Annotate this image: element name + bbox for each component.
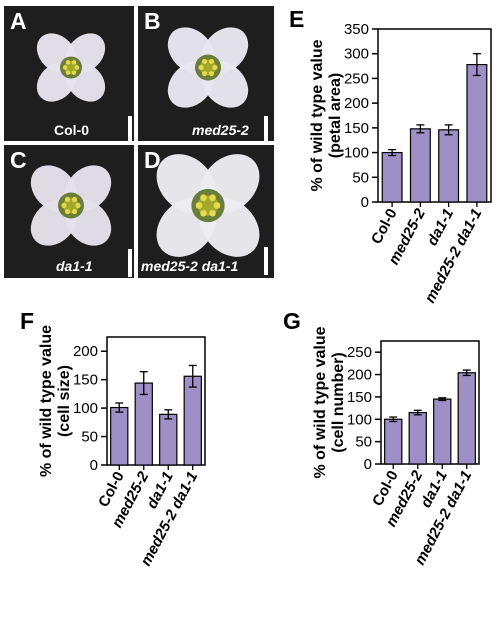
y-tick-label: 200 xyxy=(73,343,98,360)
anther xyxy=(71,70,77,75)
y-tick-label: 100 xyxy=(73,400,98,417)
anther xyxy=(62,65,68,70)
panel-letter-d: D xyxy=(144,147,161,173)
anther xyxy=(75,202,81,209)
anther xyxy=(208,70,215,77)
y-tick-label: 150 xyxy=(347,389,372,406)
y-tick-label: 250 xyxy=(347,344,372,361)
genotype-label-a: Col-0 xyxy=(54,122,89,138)
y-tick-label: 150 xyxy=(73,372,98,389)
y-tick-label: 300 xyxy=(344,46,369,63)
panel-letter-g: G xyxy=(283,308,301,334)
anther xyxy=(201,70,208,77)
bar xyxy=(433,398,452,465)
panel-letter-a: A xyxy=(10,8,27,34)
y-tick-label: 50 xyxy=(355,434,372,451)
bar xyxy=(408,411,427,465)
y-tick-label: 200 xyxy=(347,367,372,384)
photo-panel-b: B med25-2 xyxy=(138,6,274,141)
flower xyxy=(36,33,106,102)
anther xyxy=(200,194,207,202)
anther xyxy=(64,208,71,215)
scale-bar-d xyxy=(264,247,268,275)
y-tick-label: 250 xyxy=(344,70,369,87)
photo-panel-c: C da1-1 xyxy=(4,145,134,278)
anther xyxy=(74,65,80,70)
anther xyxy=(209,194,216,202)
y-tick-label: 50 xyxy=(81,429,98,446)
anther xyxy=(65,60,71,65)
y-tick-label: 0 xyxy=(361,194,369,211)
anther xyxy=(65,70,71,75)
y-tick-label: 0 xyxy=(364,456,372,473)
y-axis-label: % of wild type value xyxy=(309,39,326,191)
y-tick-label: 0 xyxy=(90,457,98,474)
genotype-label-d: med25-2 da1-1 xyxy=(141,258,239,274)
photo-panel-a: A Col-0 xyxy=(4,6,134,141)
y-tick-label: 350 xyxy=(344,21,369,38)
y-axis-label: % of wild type value xyxy=(312,326,329,478)
flower-photo-d xyxy=(156,154,260,257)
y-axis-label: (cell number) xyxy=(330,352,347,452)
scale-bar-c xyxy=(128,249,132,277)
y-tick-label: 50 xyxy=(352,169,369,186)
y-tick-label: 100 xyxy=(347,411,372,428)
anther xyxy=(71,208,78,215)
plot-frame xyxy=(377,28,492,203)
anther xyxy=(208,58,215,65)
bar xyxy=(384,418,403,465)
anther xyxy=(201,58,208,65)
panel-letter-e: E xyxy=(289,6,305,32)
y-tick-label: 200 xyxy=(344,95,369,112)
bar xyxy=(457,372,476,465)
anther xyxy=(195,202,203,209)
flower xyxy=(167,27,249,108)
flower-photo-a xyxy=(36,33,106,102)
anther xyxy=(212,64,218,71)
anther xyxy=(200,209,207,217)
anther xyxy=(209,209,216,217)
panel-letter-c: C xyxy=(10,147,27,173)
anther xyxy=(71,60,77,65)
anther xyxy=(61,202,67,209)
y-axis-label: (cell size) xyxy=(56,365,73,437)
anther xyxy=(213,202,221,209)
genotype-label-b: med25-2 xyxy=(192,122,249,138)
genotype-label-c: da1-1 xyxy=(56,258,93,274)
anther xyxy=(71,196,78,203)
y-axis-label: (petal area) xyxy=(327,73,344,158)
y-tick-label: 100 xyxy=(344,145,369,162)
y-axis-label: % of wild type value xyxy=(38,325,55,477)
y-tick-label: 150 xyxy=(344,120,369,137)
plot-frame xyxy=(106,336,206,466)
flower-photo-b xyxy=(167,27,249,108)
panel-letter-f: F xyxy=(20,308,35,334)
flower xyxy=(156,154,260,257)
flower-photo-c xyxy=(30,165,112,246)
panel-letter-b: B xyxy=(144,8,161,34)
plot-frame xyxy=(380,340,480,465)
flower xyxy=(30,165,112,246)
scale-bar-b xyxy=(264,116,268,141)
anther xyxy=(198,64,204,71)
anther xyxy=(64,196,71,203)
scale-bar-a xyxy=(128,116,132,141)
photo-panel-d: D med25-2 da1-1 xyxy=(138,145,274,278)
